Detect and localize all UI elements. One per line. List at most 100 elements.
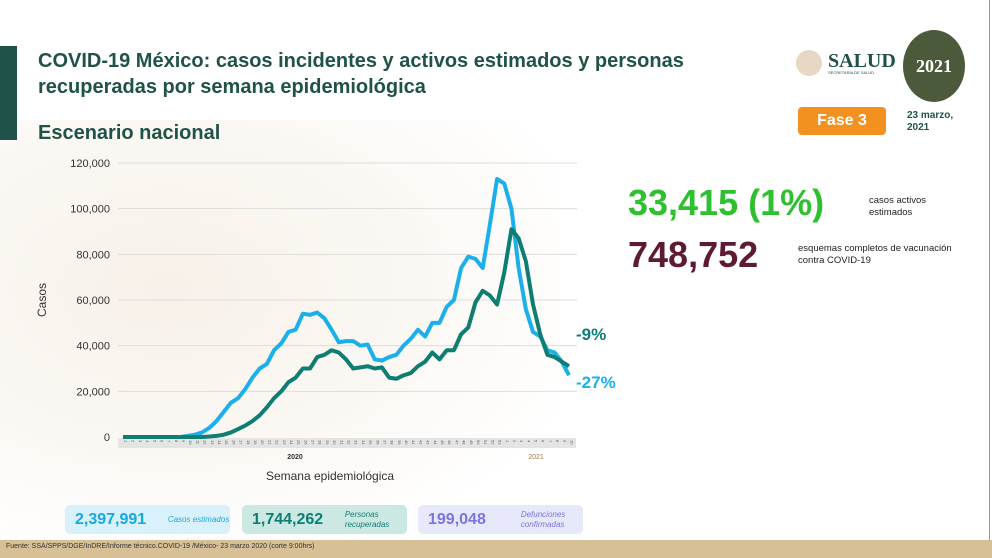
x-tick-label: 10 [188, 440, 193, 445]
x-tick-label: 10 [570, 440, 575, 445]
salud-text: SALUD [828, 49, 896, 72]
x-tick-label: 15 [224, 440, 229, 445]
active-cases-value: 33,415 (1%) [628, 182, 825, 223]
y-tick-label: 40,000 [76, 341, 110, 353]
summary-value: 1,744,262 [252, 510, 324, 528]
x-tick-label: 3 [138, 440, 143, 443]
x-tick-label: 23 [282, 440, 287, 445]
y-tick-label: 120,000 [70, 158, 110, 170]
x-tick-label: 28 [318, 440, 323, 445]
x-tick-label: 6 [159, 440, 164, 443]
x-axis-band [118, 438, 576, 448]
y-tick-label: 100,000 [70, 204, 110, 216]
x-tick-label: 1 [505, 440, 510, 443]
x-tick-label: 37 [382, 440, 387, 445]
x-tick-label: 18 [246, 440, 251, 445]
x-tick-label: 42 [418, 440, 423, 445]
x-tick-label: 46 [447, 440, 452, 445]
x-tick-label: 31 [339, 440, 344, 445]
x-tick-label: 26 [303, 440, 308, 445]
x-tick-label: 5 [534, 440, 539, 443]
x-tick-label: 53 [498, 440, 503, 445]
x-tick-label: 16 [231, 440, 236, 445]
x-tick-label: 48 [462, 440, 467, 445]
x-tick-label: 4 [526, 440, 531, 443]
x-tick-label: 50 [476, 440, 481, 445]
series-line [123, 227, 571, 439]
x-tick-label: 38 [390, 440, 395, 445]
x-tick-label: 14 [217, 440, 222, 445]
x-tick-label: 5 [152, 440, 157, 443]
x-tick-label: 4 [145, 440, 150, 443]
x-tick-label: 47 [454, 440, 459, 445]
page-title: COVID-19 México: casos incidentes y acti… [38, 50, 684, 98]
x-tick-label: 39 [397, 440, 402, 445]
x-tick-label: 19 [253, 440, 258, 445]
x-tick-label: 52 [490, 440, 495, 445]
series-change-label: -9% [576, 325, 606, 344]
x-tick-label: 12 [203, 440, 208, 445]
x-tick-label: 36 [375, 440, 380, 445]
vaccine-label: esquemas completos de vacunación contra … [798, 243, 952, 266]
x-tick-label: 7 [548, 440, 553, 443]
y-tick-label: 80,000 [76, 249, 110, 261]
x-tick-label: 2 [512, 440, 517, 443]
report-date: 23 marzo, 2021 [907, 110, 954, 133]
x-tick-label: 44 [433, 440, 438, 445]
summary-box: 2,397,991 Casos estimados [65, 505, 230, 534]
x-tick-label: 11 [195, 440, 200, 445]
x-tick-label: 17 [239, 440, 244, 445]
x-tick-label: 51 [483, 440, 488, 445]
line-chart: 0 20,000 40,000 60,000 80,000 100,000 120,000 1… [35, 158, 616, 483]
x-tick-label: 9 [181, 440, 186, 443]
x-tick-label: 9 [562, 440, 567, 443]
x-tick-label: 27 [311, 440, 316, 445]
x-tick-label: 33 [354, 440, 359, 445]
summary-box: 199,048 Defunciones confirmadas [418, 505, 583, 534]
x-tick-label: 29 [325, 440, 330, 445]
divider [989, 0, 990, 540]
summary-box: 1,744,262 Personas recuperadas [242, 505, 407, 534]
page-subtitle: Escenario nacional [38, 122, 221, 144]
salud-subtext: SECRETARÍA DE SALUD [828, 69, 875, 75]
x-tick-label: 6 [541, 440, 546, 443]
x-tick-label: 1 [124, 440, 129, 443]
x-tick-label: 24 [289, 440, 294, 445]
y-tick-label: 20,000 [76, 386, 110, 398]
salud-logo: SALUD SECRETARÍA DE SALUD [796, 50, 896, 76]
fase-badge: Fase 3 [798, 107, 886, 135]
x-tick-label: 13 [210, 440, 215, 445]
x-tick-label: 49 [469, 440, 474, 445]
x-tick-label: 7 [167, 440, 172, 443]
x-tick-label: 32 [347, 440, 352, 445]
x-tick-label: 43 [426, 440, 431, 445]
x-tick-label: 30 [332, 440, 337, 445]
summary-value: 199,048 [428, 510, 486, 528]
seal-icon [796, 50, 822, 76]
x-tick-label: 22 [275, 440, 280, 445]
x-axis-label: Semana epidemiológica [266, 469, 394, 483]
summary-label: Personas recuperadas [344, 509, 390, 529]
year-label: 2020 [287, 454, 303, 461]
active-cases-label: casos activos estimados [869, 195, 927, 218]
x-tick-label: 45 [440, 440, 445, 445]
y-tick-label: 60,000 [76, 295, 110, 307]
x-tick-label: 40 [404, 440, 409, 445]
x-tick-label: 25 [296, 440, 301, 445]
y-axis-label: Casos [35, 283, 49, 317]
summary-value: 2,397,991 [75, 510, 147, 528]
x-tick-label: 21 [267, 440, 272, 445]
x-tick-label: 8 [174, 440, 179, 443]
vaccine-value: 748,752 [628, 234, 759, 275]
series-change-label: -27% [576, 373, 616, 392]
x-tick-label: 2 [131, 440, 136, 443]
x-tick-label: 20 [260, 440, 265, 445]
series-line [123, 176, 571, 439]
source-footer: Fuente: SSA/SPPS/DGE/InDRE/Informe técni… [0, 540, 992, 558]
accent-bar [0, 46, 17, 140]
mexico-2021-logo: 2021 [903, 30, 965, 102]
x-tick-label: 8 [555, 440, 560, 443]
summary-label: Casos estimados [167, 514, 230, 524]
year-label: 2021 [528, 454, 544, 461]
y-tick-label: 0 [104, 432, 110, 444]
